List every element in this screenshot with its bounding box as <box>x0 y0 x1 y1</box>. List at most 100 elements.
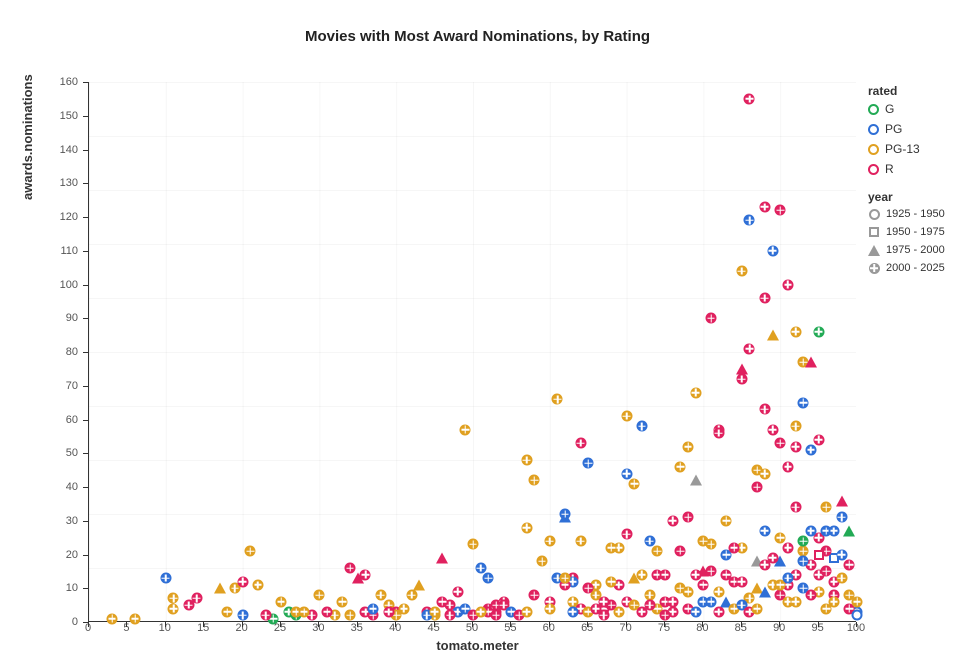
data-point[interactable] <box>790 326 801 337</box>
data-point[interactable] <box>260 610 271 621</box>
data-point[interactable] <box>160 573 171 584</box>
data-point[interactable] <box>322 606 333 617</box>
data-point[interactable] <box>821 502 832 513</box>
data-point[interactable] <box>583 458 594 469</box>
data-point[interactable] <box>337 596 348 607</box>
data-point[interactable] <box>383 606 394 617</box>
data-point[interactable] <box>713 606 724 617</box>
data-point[interactable] <box>375 590 386 601</box>
data-point[interactable] <box>276 596 287 607</box>
data-point[interactable] <box>475 563 486 574</box>
data-point[interactable] <box>729 542 740 553</box>
data-point[interactable] <box>736 266 747 277</box>
data-point[interactable] <box>836 512 847 523</box>
data-point[interactable] <box>667 596 678 607</box>
data-point[interactable] <box>345 610 356 621</box>
data-point[interactable] <box>844 559 855 570</box>
data-point[interactable] <box>683 512 694 523</box>
data-point[interactable] <box>813 434 824 445</box>
data-point[interactable] <box>245 546 256 557</box>
data-point[interactable] <box>413 579 425 590</box>
data-point[interactable] <box>406 590 417 601</box>
data-point[interactable] <box>836 549 847 560</box>
data-point[interactable] <box>852 596 863 607</box>
data-point[interactable] <box>629 478 640 489</box>
data-point[interactable] <box>759 404 770 415</box>
data-point[interactable] <box>214 583 226 594</box>
data-point[interactable] <box>360 569 371 580</box>
data-point[interactable] <box>583 583 594 594</box>
data-point[interactable] <box>752 482 763 493</box>
data-point[interactable] <box>805 444 816 455</box>
data-point[interactable] <box>744 93 755 104</box>
data-point[interactable] <box>736 363 748 374</box>
data-point[interactable] <box>805 357 817 368</box>
data-point[interactable] <box>828 596 839 607</box>
data-point[interactable] <box>775 205 786 216</box>
data-point[interactable] <box>790 421 801 432</box>
data-point[interactable] <box>521 455 532 466</box>
data-point[interactable] <box>790 441 801 452</box>
data-point[interactable] <box>690 606 701 617</box>
data-point[interactable] <box>652 546 663 557</box>
data-point[interactable] <box>237 576 248 587</box>
data-point[interactable] <box>529 590 540 601</box>
data-point[interactable] <box>567 606 578 617</box>
data-point[interactable] <box>821 566 832 577</box>
data-point[interactable] <box>521 522 532 533</box>
data-point[interactable] <box>521 606 532 617</box>
data-point[interactable] <box>790 502 801 513</box>
data-point[interactable] <box>675 461 686 472</box>
data-point[interactable] <box>606 576 617 587</box>
data-point[interactable] <box>675 546 686 557</box>
data-point[interactable] <box>683 441 694 452</box>
data-point[interactable] <box>767 330 779 341</box>
data-point[interactable] <box>782 573 793 584</box>
data-point[interactable] <box>299 606 310 617</box>
data-point[interactable] <box>314 590 325 601</box>
data-point[interactable] <box>744 343 755 354</box>
data-point[interactable] <box>560 509 571 520</box>
data-point[interactable] <box>475 606 486 617</box>
data-point[interactable] <box>790 596 801 607</box>
data-point[interactable] <box>759 468 770 479</box>
data-point[interactable] <box>813 326 824 337</box>
data-point[interactable] <box>660 610 671 621</box>
data-point[interactable] <box>767 424 778 435</box>
data-point[interactable] <box>690 569 701 580</box>
data-point[interactable] <box>660 569 671 580</box>
data-point[interactable] <box>736 576 747 587</box>
data-point[interactable] <box>698 536 709 547</box>
data-point[interactable] <box>529 475 540 486</box>
data-point[interactable] <box>736 374 747 385</box>
data-point[interactable] <box>713 428 724 439</box>
data-point[interactable] <box>690 387 701 398</box>
data-point[interactable] <box>843 525 855 536</box>
data-point[interactable] <box>575 438 586 449</box>
data-point[interactable] <box>436 552 448 563</box>
data-point[interactable] <box>644 600 655 611</box>
data-point[interactable] <box>460 424 471 435</box>
data-point[interactable] <box>836 573 847 584</box>
data-point[interactable] <box>368 603 379 614</box>
data-point[interactable] <box>252 579 263 590</box>
data-point[interactable] <box>537 556 548 567</box>
data-point[interactable] <box>444 610 455 621</box>
data-point[interactable] <box>782 279 793 290</box>
data-point[interactable] <box>798 536 809 547</box>
data-point[interactable] <box>782 542 793 553</box>
data-point[interactable] <box>237 610 248 621</box>
data-point[interactable] <box>767 245 778 256</box>
data-point[interactable] <box>782 461 793 472</box>
data-point[interactable] <box>805 590 816 601</box>
data-point[interactable] <box>814 550 824 560</box>
data-point[interactable] <box>552 394 563 405</box>
data-point[interactable] <box>759 586 771 597</box>
data-point[interactable] <box>706 596 717 607</box>
data-point[interactable] <box>852 610 863 621</box>
data-point[interactable] <box>191 593 202 604</box>
data-point[interactable] <box>575 536 586 547</box>
data-point[interactable] <box>491 610 502 621</box>
data-point[interactable] <box>759 201 770 212</box>
data-point[interactable] <box>621 411 632 422</box>
